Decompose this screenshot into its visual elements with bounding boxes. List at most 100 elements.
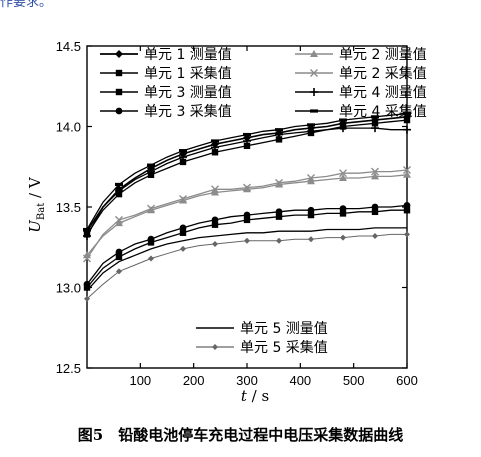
series-5-point-2 [115,219,123,227]
series-6-point-12 [275,178,283,187]
series-7-point-12 [275,130,283,139]
legend-item-8: 单元 4 采集值 [295,103,427,120]
series-10-point-20 [404,231,410,238]
series-3-point-8 [211,221,219,228]
series-8-point-8 [211,139,219,143]
header-text-fragment: 作要求。 [0,0,481,10]
series-2-point-8 [211,149,219,156]
series-4-point-2 [115,248,123,256]
series-10 [84,231,410,302]
series-3 [83,207,411,291]
series-10-point-2 [116,268,122,275]
series-7-point-0 [83,231,91,240]
legend-label-5: 单元 2 测量值 [339,47,427,63]
legend-item-9: 单元 5 测量值 [196,321,328,337]
x-tick-label-0: 100 [129,373,151,388]
legend-marker-7 [310,88,318,96]
series-10-point-4 [148,255,154,262]
series-4-point-14 [307,206,315,214]
legend-marker-1 [115,50,123,58]
series-7-point-2 [115,186,123,195]
x-axis-label: t / s [241,387,269,405]
legend-marker-3 [115,88,123,96]
y-tick-label-1: 13.0 [56,281,81,296]
series-4-point-8 [211,216,219,224]
series-8-point-16 [339,118,347,122]
series-6-point-0 [83,254,91,263]
series-3-point-16 [339,210,347,217]
series-4 [83,201,411,288]
series-8-point-14 [307,123,315,127]
series-4-point-10 [243,211,251,219]
series-10-point-16 [340,234,346,241]
legend-label-10: 单元 5 采集值 [240,339,328,356]
legend-label-9: 单元 5 测量值 [240,321,328,337]
series-7-point-4 [147,167,155,176]
series-6-point-4 [147,204,155,213]
series-10-point-8 [212,241,218,248]
series-10-point-14 [308,236,314,243]
series-6 [83,165,411,263]
series-6-point-16 [339,169,347,178]
y-axis-label-unit: / V [26,176,44,203]
series-7-point-14 [307,127,315,136]
legend-label-2: 单元 1 采集值 [144,65,232,82]
series-7-point-18 [371,124,379,133]
legend-item-7: 单元 4 测量值 [295,85,427,101]
y-axis-label-sub: Bat [36,203,47,220]
series-8-point-18 [371,115,379,119]
legend-item-2: 单元 1 采集值 [100,65,232,82]
series-7 [83,124,411,240]
series-line-9 [86,227,407,292]
legend-label-3: 单元 3 测量值 [144,85,232,101]
series-3-point-10 [243,216,251,224]
series-6-point-10 [243,183,251,192]
legend-marker-2 [115,69,123,77]
y-tick-label-3: 14.0 [56,120,81,135]
y-tick-label-2: 13.5 [56,200,81,215]
legend-item-3: 单元 3 测量值 [100,85,232,101]
series-3-point-18 [371,208,379,216]
series-10-point-12 [276,237,282,244]
series-7-point-20 [403,125,411,134]
x-tick-label-2: 300 [236,373,258,388]
series-10-point-6 [180,245,186,252]
series-4-point-6 [179,224,187,232]
legend-label-8: 单元 4 采集值 [339,103,427,120]
legend-label-7: 单元 4 测量值 [339,85,427,101]
voltage-line-chart: 12.5 13.0 13.5 14.0 14.5 100 200 300 400 500 600 单… [26,39,427,405]
y-axis-label-main: U [26,219,44,233]
legend-marker-6 [310,69,318,77]
series-6-point-14 [307,174,315,183]
chart-axes: 12.5 13.0 13.5 14.0 14.5 100 200 300 400 500 600 [56,39,418,388]
y-tick-label-4: 14.5 [56,39,81,54]
series-2-point-20 [403,116,411,124]
legend-item-5: 单元 2 测量值 [295,47,427,63]
series-7-point-6 [179,153,187,162]
legend-item-10: 单元 5 采集值 [196,339,328,356]
legend-item-1: 单元 1 测量值 [100,47,232,63]
series-5-point-18 [371,172,379,180]
series-2-point-10 [243,142,251,150]
legend-marker-5 [310,50,318,57]
series-layer [83,112,411,302]
series-8-point-4 [147,163,155,167]
series-7-point-8 [211,143,219,152]
series-5-point-16 [339,174,347,182]
series-8-point-10 [243,132,251,137]
series-3-point-2 [115,253,123,261]
series-4-point-4 [147,235,155,243]
series-6-point-18 [371,167,379,176]
series-2-point-12 [275,136,283,143]
series-8-point-12 [275,128,283,132]
series-6-point-20 [403,165,411,174]
series-8 [83,112,411,232]
x-tick-label-3: 400 [289,373,311,388]
series-6-point-6 [179,194,187,203]
series-10-point-0 [84,295,90,302]
y-axis-label: UBat / V [26,176,47,233]
series-4-point-18 [371,203,379,211]
figure-caption: 图5 铅酸电池停车充电过程中电压采集数据曲线 [77,426,404,444]
series-6-point-8 [211,185,219,194]
legend-label-6: 单元 2 采集值 [339,65,427,82]
